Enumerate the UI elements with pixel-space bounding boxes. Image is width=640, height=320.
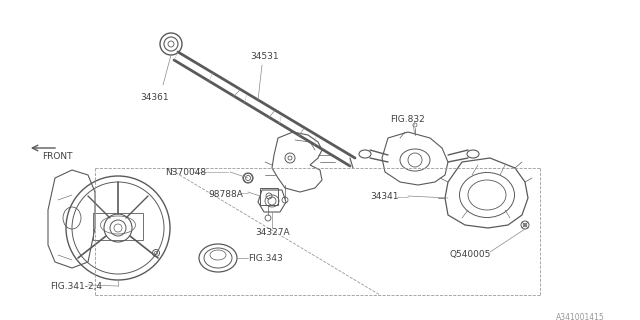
Text: FIG.832: FIG.832 bbox=[390, 115, 425, 124]
Text: FRONT: FRONT bbox=[42, 152, 72, 161]
Text: 34531: 34531 bbox=[250, 52, 278, 61]
Text: 34361: 34361 bbox=[140, 93, 168, 102]
Text: FIG.341-2,4: FIG.341-2,4 bbox=[50, 282, 102, 291]
Text: FIG.343: FIG.343 bbox=[248, 254, 283, 263]
Text: 98788A: 98788A bbox=[208, 190, 243, 199]
Text: Q540005: Q540005 bbox=[450, 250, 492, 259]
Text: 34341: 34341 bbox=[370, 192, 399, 201]
Text: A341001415: A341001415 bbox=[556, 313, 605, 320]
Text: N370048: N370048 bbox=[165, 168, 206, 177]
Text: 34327A: 34327A bbox=[255, 228, 290, 237]
